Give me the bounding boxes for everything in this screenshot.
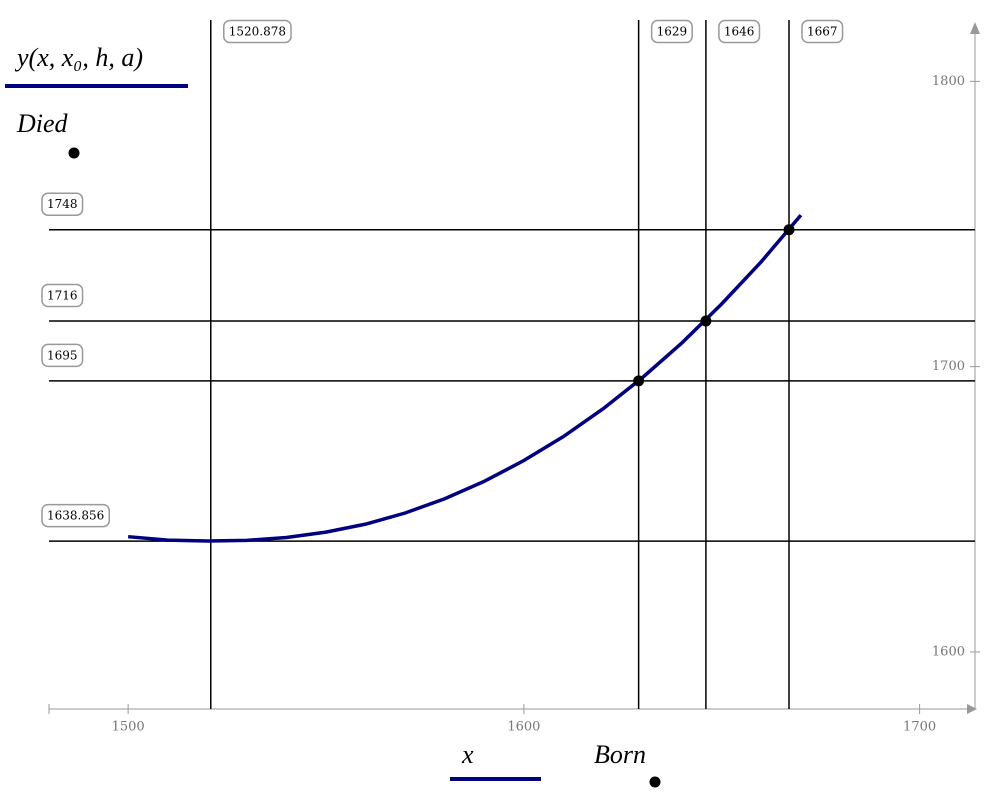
y-tick-label: 1800 xyxy=(932,74,965,89)
x-tick-label: 1500 xyxy=(112,720,145,735)
y-tick-label: 1600 xyxy=(932,644,965,659)
y-marker-box xyxy=(41,192,84,216)
y-marker-label: 1638.856 xyxy=(47,509,104,523)
point xyxy=(633,375,645,387)
x-marker-label: 1629 xyxy=(657,25,688,39)
y-marker-box xyxy=(41,283,84,308)
y-marker-label: 1695 xyxy=(47,348,78,362)
x-tick-label: 1600 xyxy=(507,720,540,735)
point xyxy=(700,315,712,327)
x-axis-label: x xyxy=(461,740,474,769)
axis-arrow xyxy=(967,704,977,714)
x-marker-box xyxy=(718,19,761,44)
y-marker-box xyxy=(41,343,84,368)
axis-arrow xyxy=(970,22,980,34)
y-axis-label: Died xyxy=(16,109,69,138)
x-tick-label: 1700 xyxy=(903,720,936,735)
x-marker-label: 1520.878 xyxy=(229,25,286,39)
x-axis-label: Born xyxy=(594,740,646,769)
legend-marker xyxy=(68,147,80,159)
x-marker-box xyxy=(223,19,292,44)
y-marker-label: 1748 xyxy=(47,197,78,211)
x-marker-label: 1667 xyxy=(807,25,838,39)
point xyxy=(783,224,795,236)
y-marker-label: 1716 xyxy=(47,289,78,303)
legend-label: y(x, x₀, h, a) xyxy=(14,43,143,72)
curve xyxy=(127,214,803,543)
y-marker-box xyxy=(41,503,111,528)
y-tick-label: 1700 xyxy=(932,359,965,374)
legend-marker xyxy=(649,776,661,788)
x-marker-box xyxy=(650,19,693,44)
x-marker-box xyxy=(801,19,844,44)
x-marker-label: 1646 xyxy=(724,25,755,39)
